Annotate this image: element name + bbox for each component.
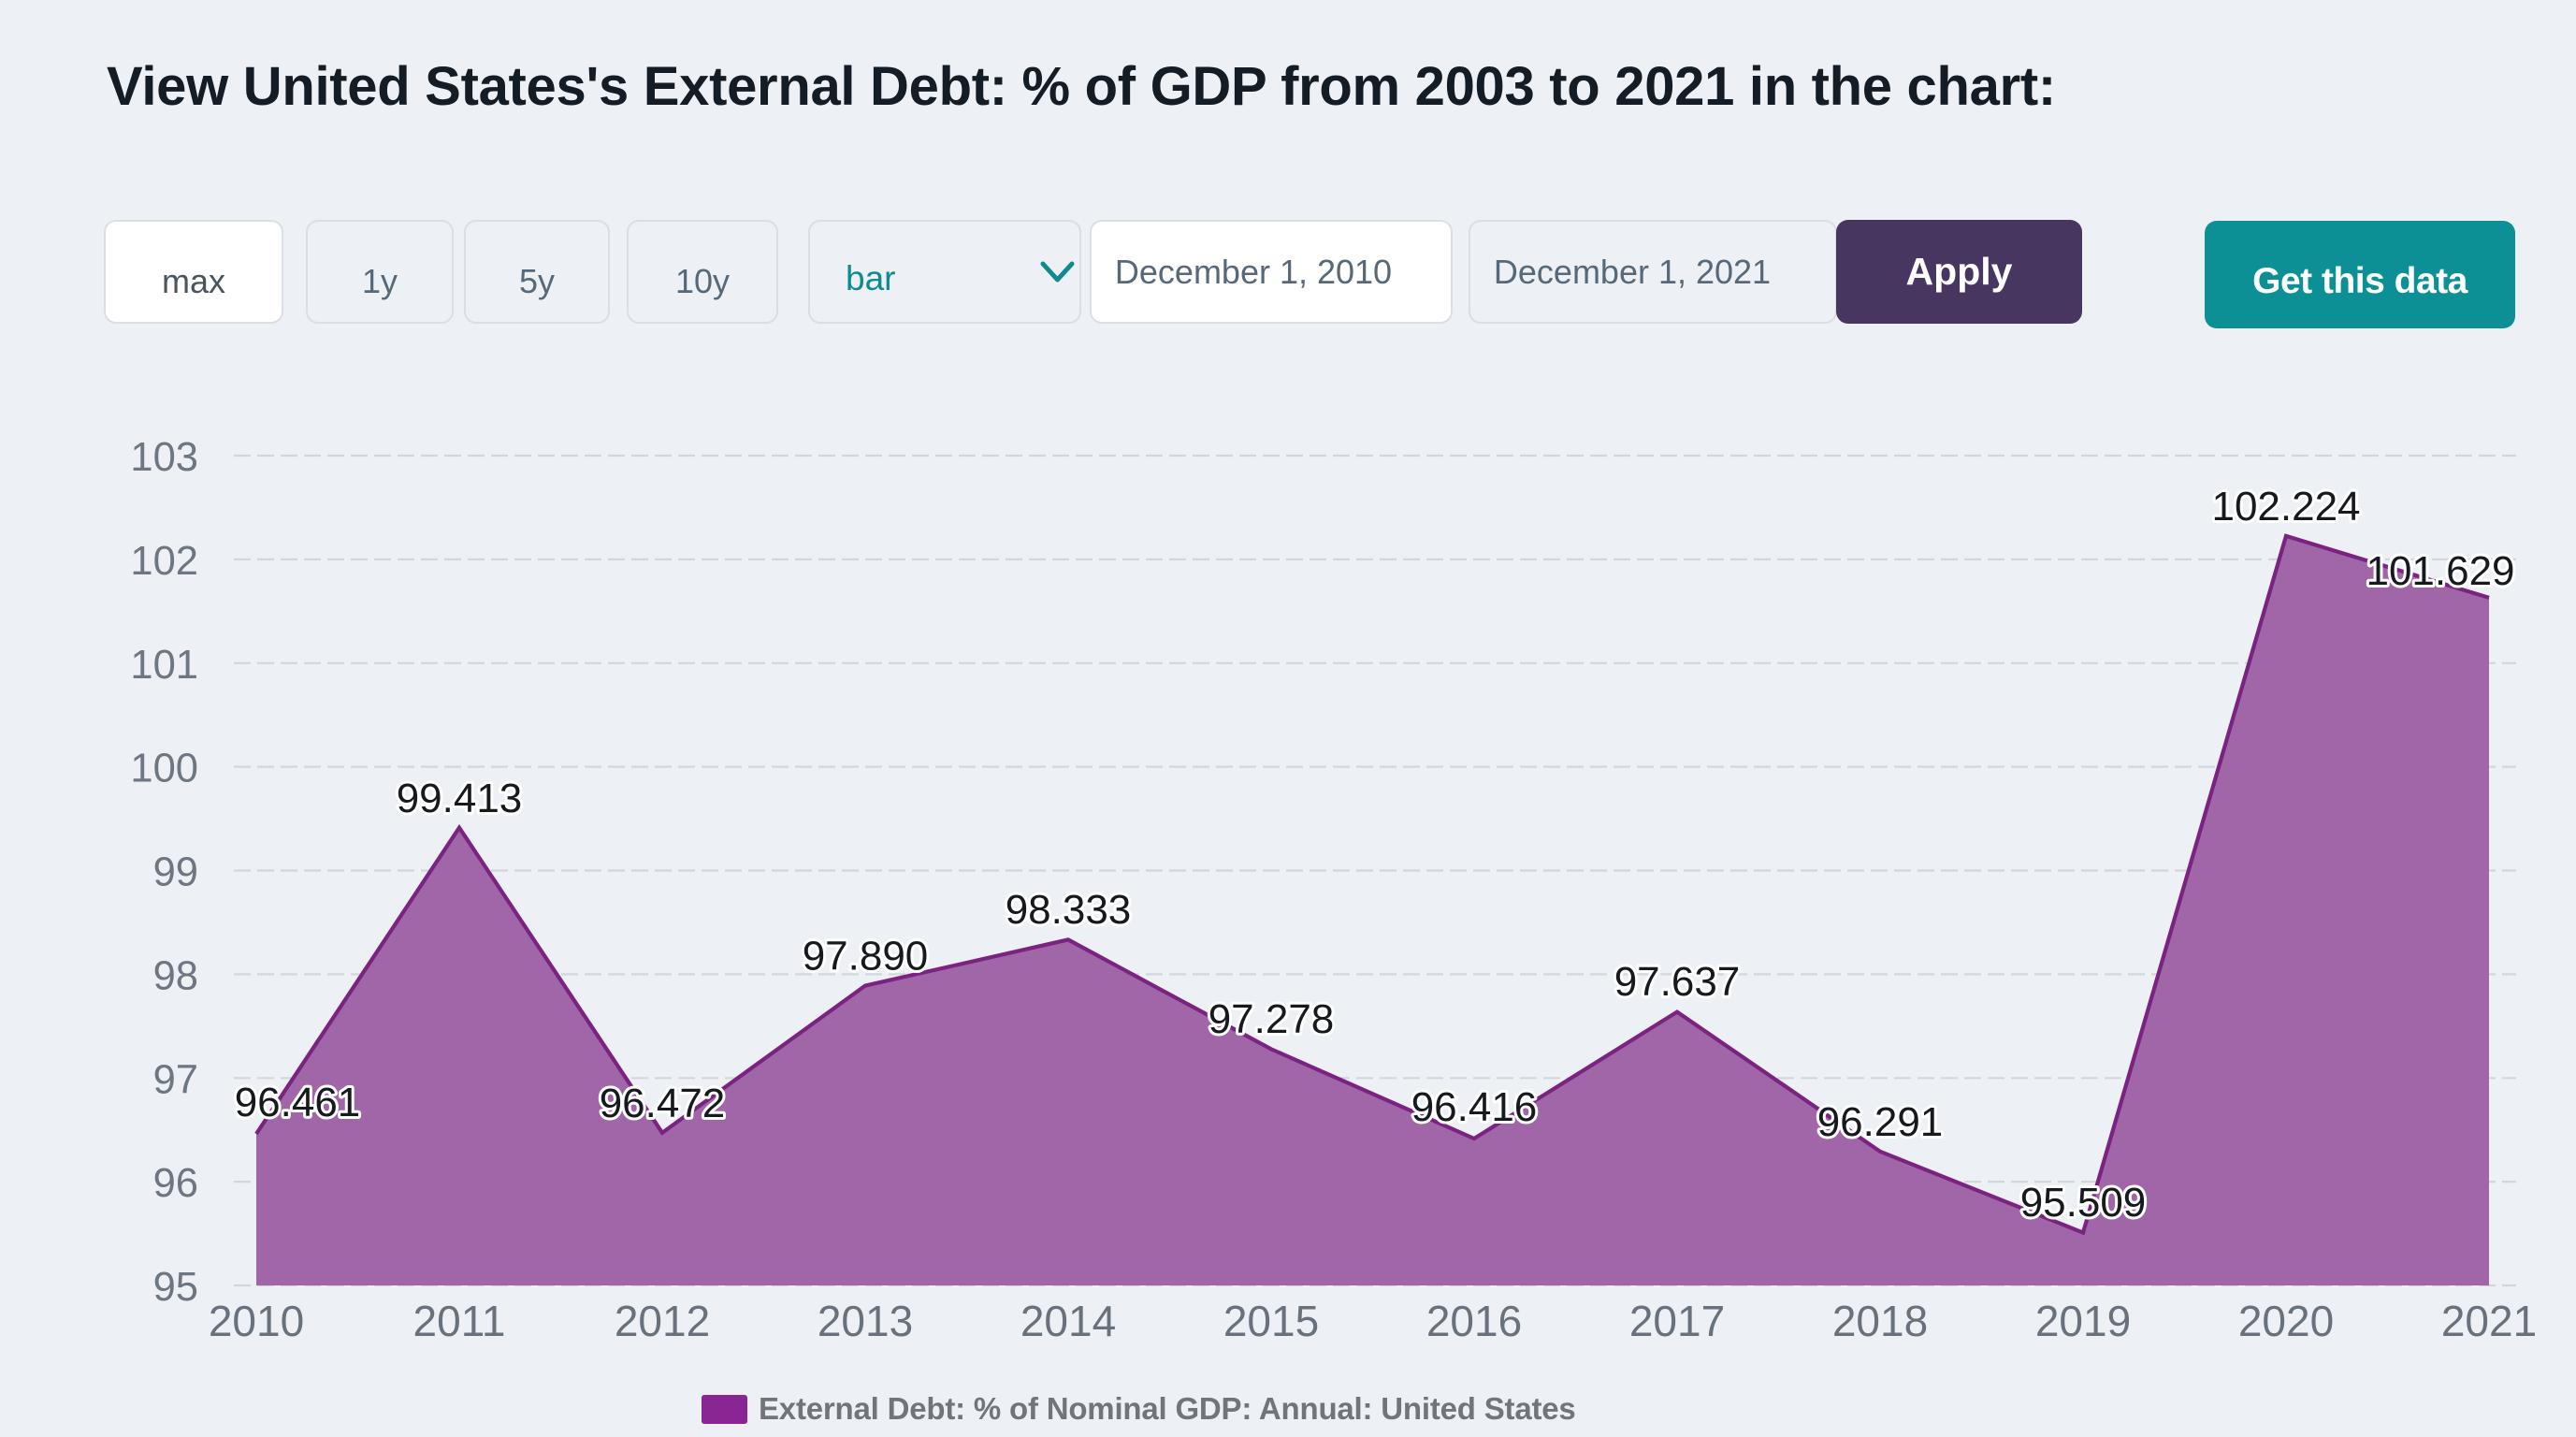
svg-text:100: 100: [130, 747, 198, 791]
svg-text:97.637: 97.637: [1614, 959, 1741, 1005]
svg-text:2017: 2017: [1629, 1297, 1725, 1345]
svg-text:102.224: 102.224: [2211, 484, 2360, 530]
svg-text:96.416: 96.416: [1411, 1084, 1538, 1130]
svg-text:2011: 2011: [413, 1297, 506, 1345]
svg-text:97.890: 97.890: [803, 934, 929, 980]
svg-text:96.461: 96.461: [235, 1080, 361, 1125]
svg-text:External Debt: % of Nominal GD: External Debt: % of Nominal GDP: Annual:…: [759, 1391, 1576, 1426]
svg-text:101: 101: [130, 643, 198, 688]
svg-text:96.472: 96.472: [600, 1081, 726, 1126]
svg-text:2016: 2016: [1426, 1297, 1522, 1345]
svg-text:97.278: 97.278: [1208, 996, 1335, 1042]
svg-text:2021: 2021: [2441, 1297, 2537, 1345]
svg-text:99.413: 99.413: [397, 776, 523, 821]
svg-text:2012: 2012: [615, 1297, 710, 1345]
svg-text:2018: 2018: [1832, 1297, 1928, 1345]
svg-text:95: 95: [153, 1265, 198, 1310]
svg-text:2015: 2015: [1223, 1297, 1319, 1345]
svg-text:2019: 2019: [2035, 1297, 2131, 1345]
svg-text:103: 103: [130, 435, 198, 480]
svg-text:101.629: 101.629: [2366, 548, 2514, 594]
svg-text:97: 97: [153, 1057, 198, 1102]
svg-text:95.509: 95.509: [2020, 1180, 2147, 1226]
svg-text:99: 99: [153, 850, 198, 895]
svg-text:2020: 2020: [2238, 1297, 2334, 1345]
svg-text:96.291: 96.291: [1817, 1099, 1944, 1145]
svg-text:2014: 2014: [1020, 1297, 1116, 1345]
svg-text:2013: 2013: [818, 1297, 913, 1345]
svg-text:2010: 2010: [209, 1297, 304, 1345]
svg-text:98: 98: [153, 953, 198, 998]
svg-text:102: 102: [130, 539, 198, 584]
svg-text:96: 96: [153, 1161, 198, 1206]
svg-text:98.333: 98.333: [1006, 887, 1132, 933]
